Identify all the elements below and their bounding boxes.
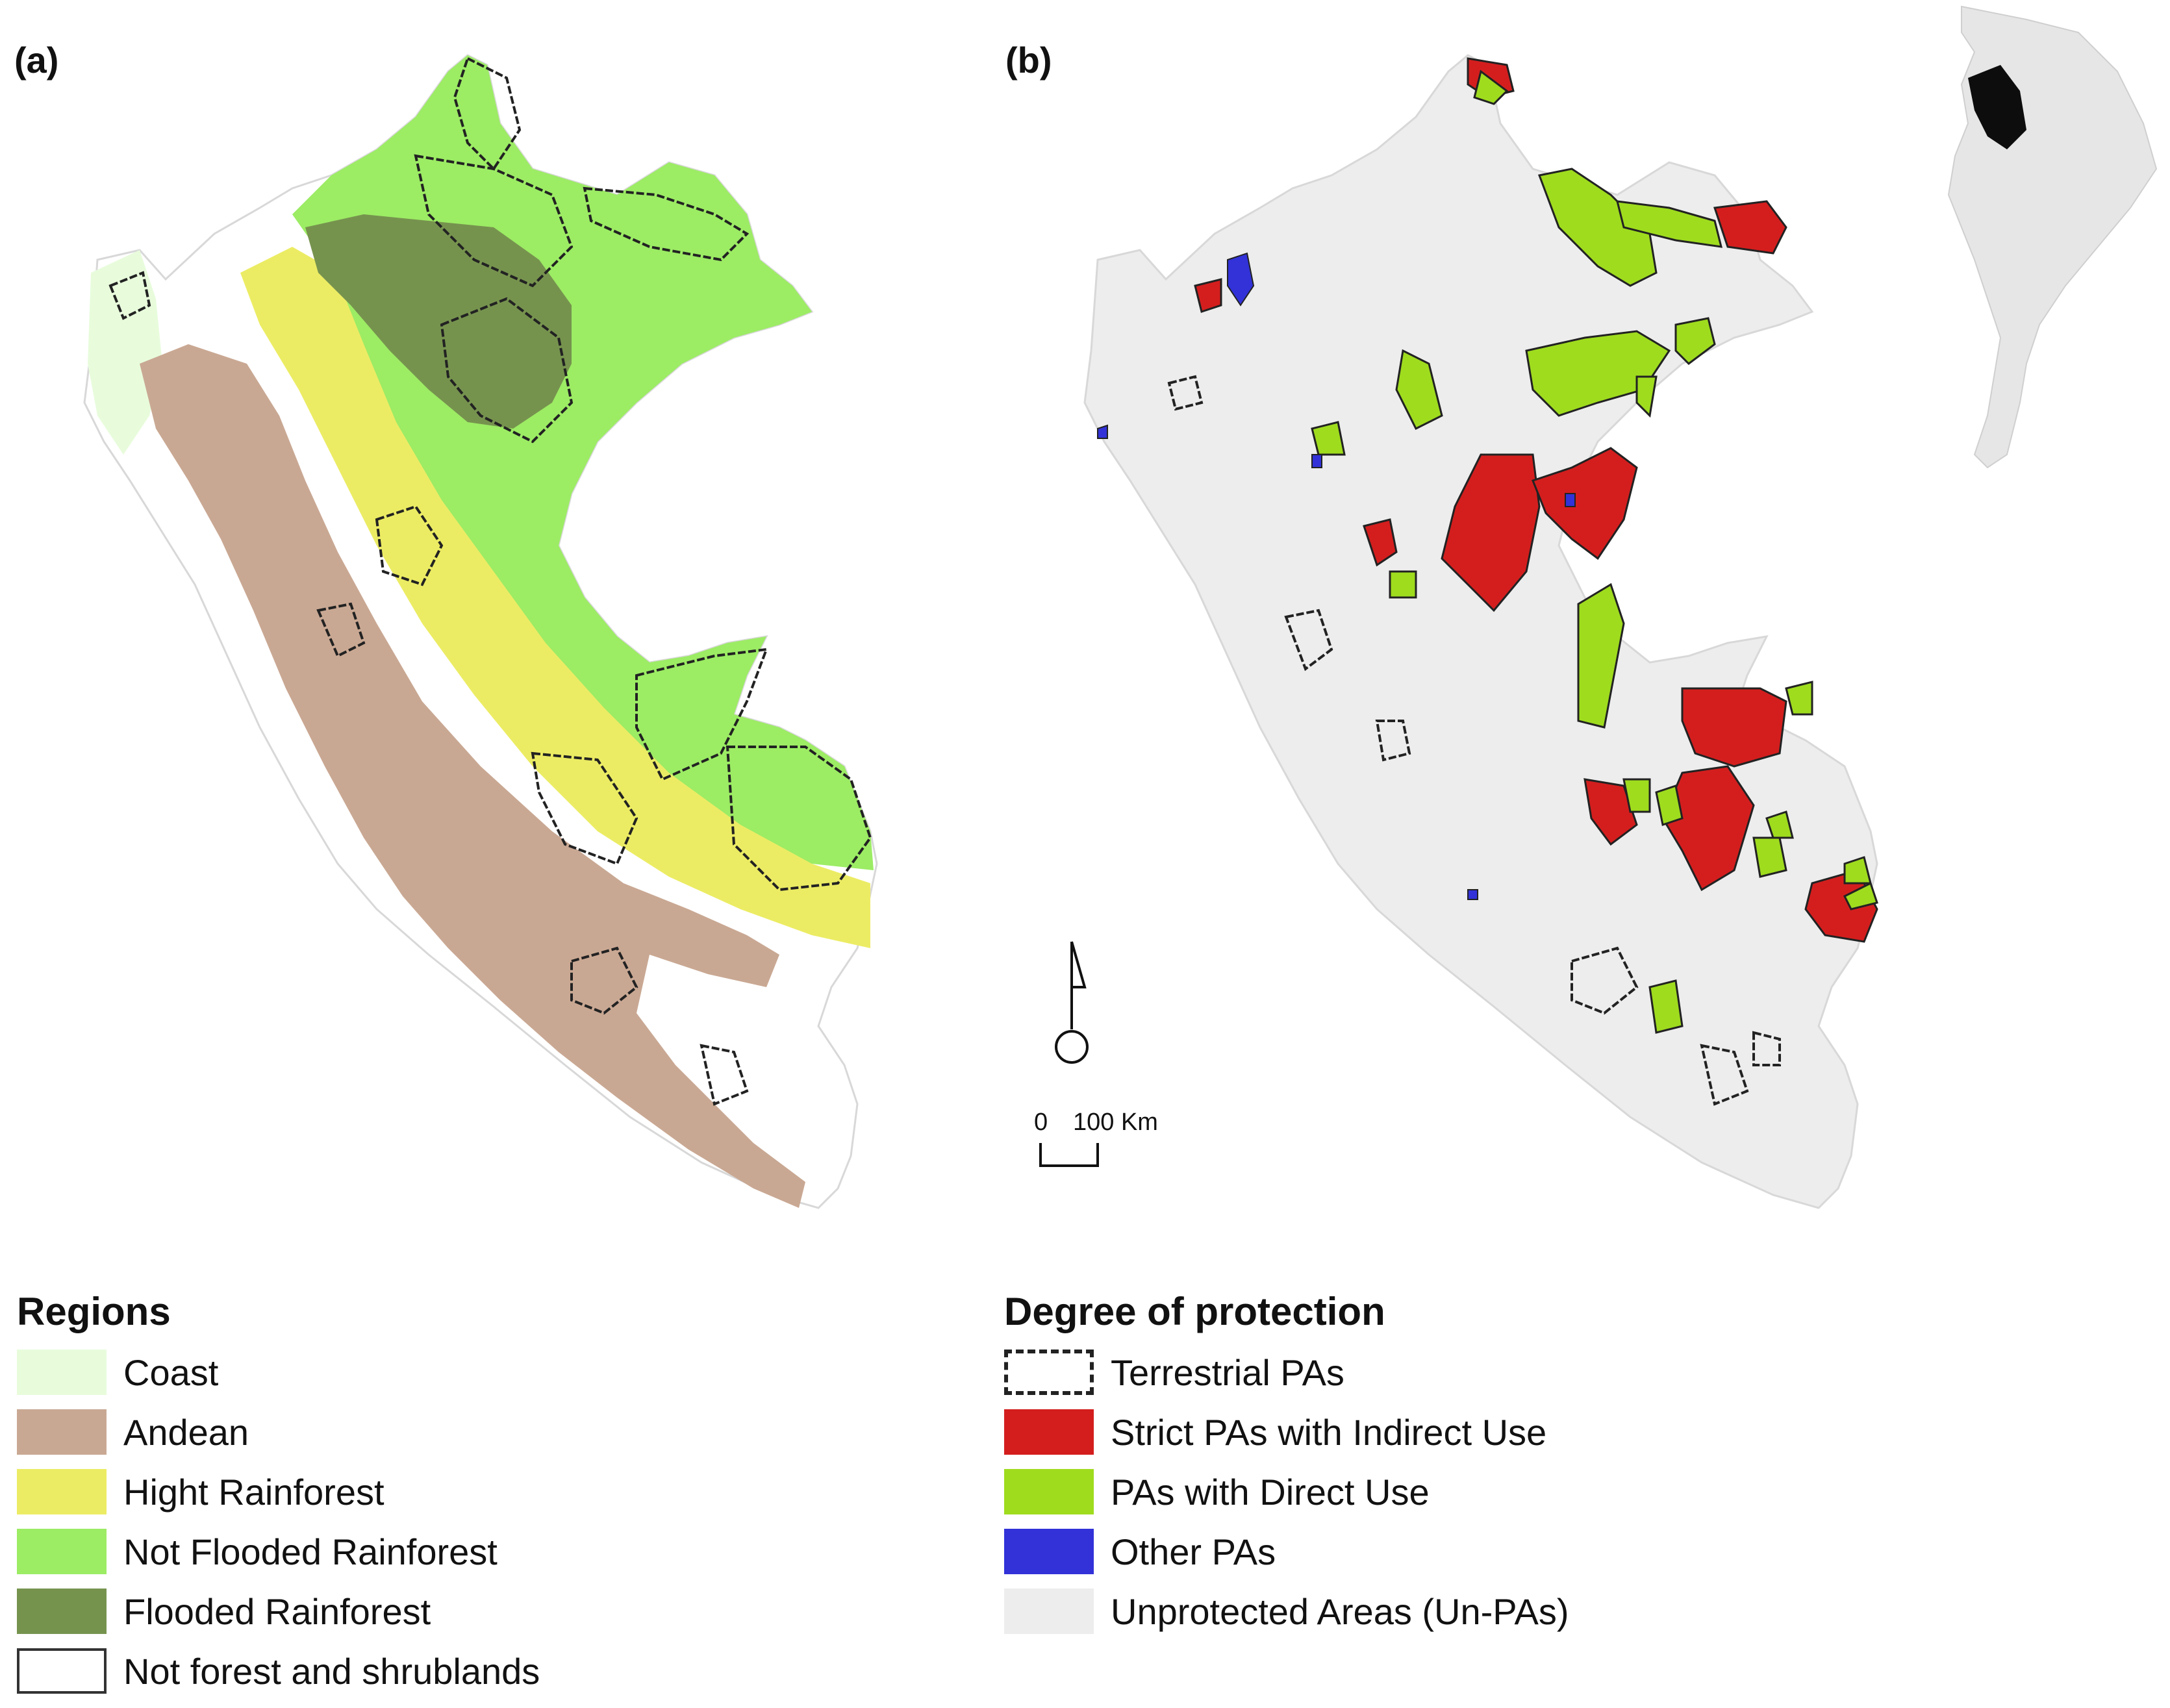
region-andean-area (140, 344, 805, 1208)
region-flooded-rainforest-area (305, 214, 572, 429)
scale-zero-label: 0 (1034, 1109, 1048, 1136)
legend-label-unprotected: Unprotected Areas (Un-PAs) (1111, 1590, 1569, 1632)
legend-protection: Degree of protection Terrestrial PAs Str… (1004, 1289, 1569, 1648)
legend-item-strict-pas: Strict PAs with Indirect Use (1004, 1409, 1569, 1455)
legend-item-andean: Andean (17, 1409, 540, 1455)
legend-protection-title: Degree of protection (1004, 1290, 1385, 1333)
panel-b-label: (b) (1005, 40, 1052, 81)
legend-item-other-pas: Other PAs (1004, 1529, 1569, 1574)
legend-item-not-forest: Not forest and shrublands (17, 1648, 540, 1694)
legend-swatch-strict-pas (1004, 1409, 1094, 1455)
legend-swatch-direct-use-pas (1004, 1469, 1094, 1514)
legend-regions-title: Regions (17, 1290, 171, 1333)
scale-distance-label: 100 Km (1073, 1109, 1158, 1136)
legend-item-flooded-rainforest: Flooded Rainforest (17, 1589, 540, 1634)
pa-direct-use-areas (1311, 69, 1878, 1034)
legend-swatch-not-forest (17, 1648, 107, 1694)
terrestrial-pa-outlines-b (1167, 375, 1781, 1106)
legend-regions: Regions Coast Andean Hight Rainforest No… (17, 1289, 540, 1708)
legend-swatch-flooded-rainforest (17, 1589, 107, 1634)
map-b (1083, 54, 1878, 1209)
legend-label-flooded-rainforest: Flooded Rainforest (123, 1590, 431, 1632)
legend-item-coast: Coast (17, 1350, 540, 1395)
legend-label-strict-pas: Strict PAs with Indirect Use (1111, 1411, 1547, 1453)
legend-swatch-other-pas (1004, 1529, 1094, 1574)
legend-swatch-terrestrial-pas (1004, 1350, 1094, 1395)
legend-label-high-rainforest: Hight Rainforest (123, 1471, 385, 1513)
panel-a-label: (a) (14, 40, 59, 81)
legend-swatch-coast (17, 1350, 107, 1395)
legend-swatch-unprotected (1004, 1589, 1094, 1634)
map-a (83, 54, 878, 1209)
scale-bar: 0 100 Km (1034, 1109, 1158, 1167)
legend-label-terrestrial-pas: Terrestrial PAs (1111, 1351, 1344, 1393)
maps-canvas: 0 100 Km (83, 5, 2158, 1209)
legend-label-not-flooded-rainforest: Not Flooded Rainforest (123, 1531, 498, 1572)
region-coast-area (88, 250, 162, 455)
legend-label-direct-use-pas: PAs with Direct Use (1111, 1471, 1430, 1513)
legend-item-not-flooded-rainforest: Not Flooded Rainforest (17, 1529, 540, 1574)
south-america-inset (1947, 5, 2158, 469)
legend-label-not-forest: Not forest and shrublands (123, 1650, 540, 1692)
other-pa-areas (1097, 252, 1576, 900)
legend-item-high-rainforest: Hight Rainforest (17, 1469, 540, 1514)
legend-item-terrestrial-pas: Terrestrial PAs (1004, 1350, 1569, 1395)
legend-label-andean: Andean (123, 1411, 249, 1453)
peru-highlight-inset (1968, 65, 2026, 149)
legend-swatch-not-flooded-rainforest (17, 1529, 107, 1574)
legend-swatch-high-rainforest (17, 1469, 107, 1514)
legend-label-other-pas: Other PAs (1111, 1531, 1276, 1572)
legend-label-coast: Coast (123, 1351, 219, 1393)
legend-item-direct-use-pas: PAs with Direct Use (1004, 1469, 1569, 1514)
legend-item-unprotected: Unprotected Areas (Un-PAs) (1004, 1589, 1569, 1634)
north-arrow (1055, 941, 1089, 1064)
protected-area-outlines-a (108, 57, 872, 1106)
legend-swatch-andean (17, 1409, 107, 1455)
